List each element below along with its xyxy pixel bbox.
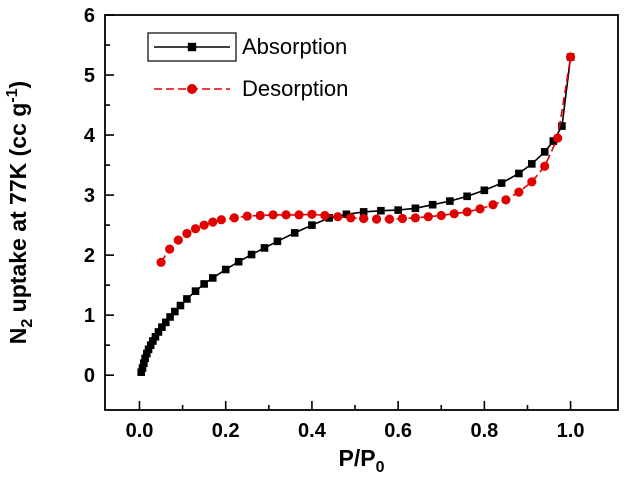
x-tick-label: 0.8 [470,420,498,442]
x-tick-label: 1.0 [557,420,585,442]
legend-label-desorption: Desorption [242,76,348,101]
legend-item-absorption: Absorption [147,32,347,62]
y-tick-label: 6 [84,5,95,27]
plot-frame [104,14,619,411]
legend-marker-circle [187,84,197,94]
legend-item-desorption: Desorption [154,76,348,101]
x-axis-title: P/P0 [339,445,385,476]
legend-label-absorption: Absorption [242,34,347,59]
x-tick-label: 0.4 [298,420,327,442]
legend-sample-box [147,32,237,62]
y-tick-label: 5 [84,65,95,87]
x-tick-label: 0.0 [126,420,154,442]
y-tick-label: 3 [84,185,95,207]
y-tick-label: 4 [84,125,96,147]
x-tick-label: 0.2 [212,420,240,442]
y-axis-title: N2 uptake at 77K (cc g-1) [4,81,36,344]
y-tick-label: 1 [84,305,95,327]
desorption-markers [156,52,576,267]
y-tick-label: 2 [84,245,95,267]
desorption-series [156,52,576,267]
axis-ticks: 0.0 0.2 0.4 0.6 0.8 1.0 0 1 2 3 4 5 6 [84,5,585,442]
absorption-series [137,53,575,376]
legend-marker-square [187,42,197,52]
x-tick-label: 0.6 [384,420,412,442]
absorption-markers [137,53,575,376]
y-tick-label: 0 [84,365,95,387]
legend: Absorption Desorption [147,32,348,101]
